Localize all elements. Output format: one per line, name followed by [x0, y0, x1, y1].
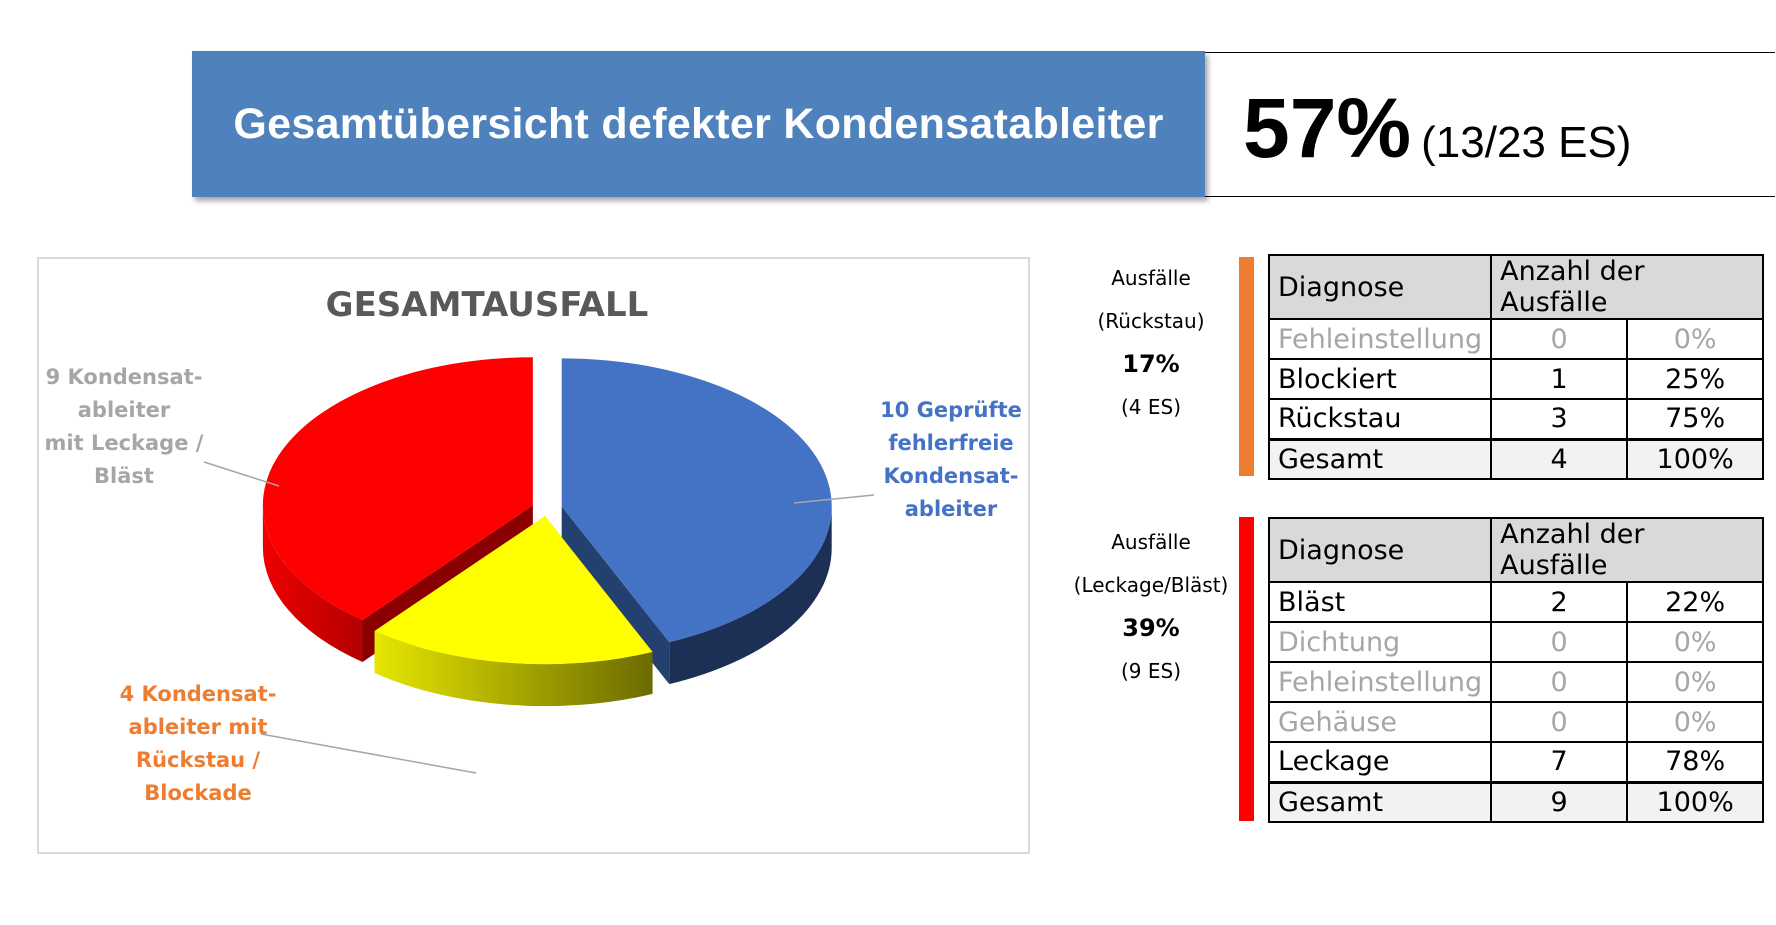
row-percent: 0% — [1626, 621, 1765, 663]
kpi-summary: 57% (13/23 ES) — [1243, 80, 1631, 177]
column-header-anzahl: Anzahl der Ausfälle — [1490, 517, 1765, 583]
table-row: Leckage 7 78% — [1267, 741, 1765, 783]
total-percent: 100% — [1626, 437, 1765, 480]
table-header-row: Diagnose Anzahl der Ausfälle — [1267, 517, 1765, 583]
row-count: 3 — [1490, 398, 1629, 440]
total-label: Gesamt — [1267, 437, 1493, 480]
chart-title: GESAMTAUSFALL — [326, 285, 649, 325]
row-diagnose: Leckage — [1267, 741, 1493, 783]
block-leckage-percent: 39% — [1122, 614, 1180, 642]
row-percent: 25% — [1626, 358, 1765, 400]
block-leckage-summary: Ausfälle (Leckage/Bläst) 39% (9 ES) — [1066, 521, 1236, 693]
block-leckage-count: (9 ES) — [1120, 659, 1182, 683]
total-label: Gesamt — [1267, 780, 1493, 823]
row-count: 0 — [1490, 621, 1629, 663]
block-rueckstau-percent: 17% — [1122, 350, 1180, 378]
block-leckage-sublabel: (Leckage/Bläst) — [1073, 573, 1229, 597]
column-header-anzahl: Anzahl der Ausfälle — [1490, 254, 1765, 320]
row-diagnose: Dichtung — [1267, 621, 1493, 663]
kpi-percent: 57% — [1243, 81, 1412, 175]
pie-slice-label: 9 Kondensat-ableiter mit Leckage / Bläst — [45, 365, 204, 488]
table-header-row: Diagnose Anzahl der Ausfälle — [1267, 254, 1765, 320]
block-rueckstau-sublabel: (Rückstau) — [1097, 309, 1205, 333]
kpi-detail: (13/23 ES) — [1421, 118, 1632, 167]
block-rueckstau-count: (4 ES) — [1120, 395, 1182, 419]
total-count: 4 — [1490, 437, 1629, 480]
row-diagnose: Fehleinstellung — [1267, 318, 1493, 360]
table-row: Fehleinstellung 0 0% — [1267, 661, 1765, 703]
pie-slice-label: 4 Kondensat-ableiter mit Rückstau / Blocka… — [120, 682, 277, 805]
total-percent: 100% — [1626, 780, 1765, 823]
table-total-row: Gesamt 9 100% — [1267, 780, 1765, 823]
column-header-diagnose: Diagnose — [1267, 254, 1493, 320]
row-percent: 78% — [1626, 741, 1765, 783]
row-count: 7 — [1490, 741, 1629, 783]
row-percent: 0% — [1626, 661, 1765, 703]
row-percent: 0% — [1626, 701, 1765, 743]
total-count: 9 — [1490, 780, 1629, 823]
table-rueckstau: Diagnose Anzahl der Ausfälle Fehleinstel… — [1267, 254, 1765, 480]
table-row: Bläst 2 22% — [1267, 581, 1765, 623]
pie-chart-panel: GESAMTAUSFALL 10 Geprüfte fehlerfreie Konde… — [37, 257, 1030, 854]
row-percent: 0% — [1626, 318, 1765, 360]
row-diagnose: Bläst — [1267, 581, 1493, 623]
row-diagnose: Blockiert — [1267, 358, 1493, 400]
leader-line — [203, 461, 280, 487]
column-header-diagnose: Diagnose — [1267, 517, 1493, 583]
row-count: 1 — [1490, 358, 1629, 400]
pie-slice-label: 10 Geprüfte fehlerfreie Kondensat-ableiter — [880, 398, 1022, 521]
row-percent: 75% — [1626, 398, 1765, 440]
pie-chart: GESAMTAUSFALL 10 Geprüfte fehlerfreie Konde… — [45, 285, 1022, 805]
table-row: Gehäuse 0 0% — [1267, 701, 1765, 743]
header-banner: Gesamtübersicht defekter Kondensatableit… — [192, 51, 1205, 197]
page-title: Gesamtübersicht defekter Kondensatableit… — [233, 99, 1164, 148]
row-diagnose: Gehäuse — [1267, 701, 1493, 743]
header-rule-top — [1205, 52, 1775, 53]
table-row: Dichtung 0 0% — [1267, 621, 1765, 663]
row-count: 0 — [1490, 701, 1629, 743]
pie-slice-top — [374, 516, 653, 665]
leader-line — [260, 733, 477, 774]
pie-slice-top — [262, 357, 533, 621]
table-leckage: Diagnose Anzahl der Ausfälle Bläst 2 22%… — [1267, 517, 1765, 823]
row-diagnose: Rückstau — [1267, 398, 1493, 440]
block-rueckstau-label: Ausfälle — [1111, 266, 1191, 290]
block-leckage-label: Ausfälle — [1111, 530, 1191, 554]
row-diagnose: Fehleinstellung — [1267, 661, 1493, 703]
table-row: Fehleinstellung 0 0% — [1267, 318, 1765, 360]
block-rueckstau-color-bar — [1239, 257, 1254, 476]
table-total-row: Gesamt 4 100% — [1267, 437, 1765, 480]
row-count: 2 — [1490, 581, 1629, 623]
block-rueckstau-summary: Ausfälle (Rückstau) 17% (4 ES) — [1066, 257, 1236, 429]
row-count: 0 — [1490, 661, 1629, 703]
leader-line — [793, 494, 875, 504]
pie-slice-top — [561, 358, 832, 643]
table-row: Rückstau 3 75% — [1267, 398, 1765, 440]
header-rule-bottom — [1205, 196, 1775, 197]
table-row: Blockiert 1 25% — [1267, 358, 1765, 400]
block-leckage-color-bar — [1239, 517, 1254, 821]
row-percent: 22% — [1626, 581, 1765, 623]
row-count: 0 — [1490, 318, 1629, 360]
